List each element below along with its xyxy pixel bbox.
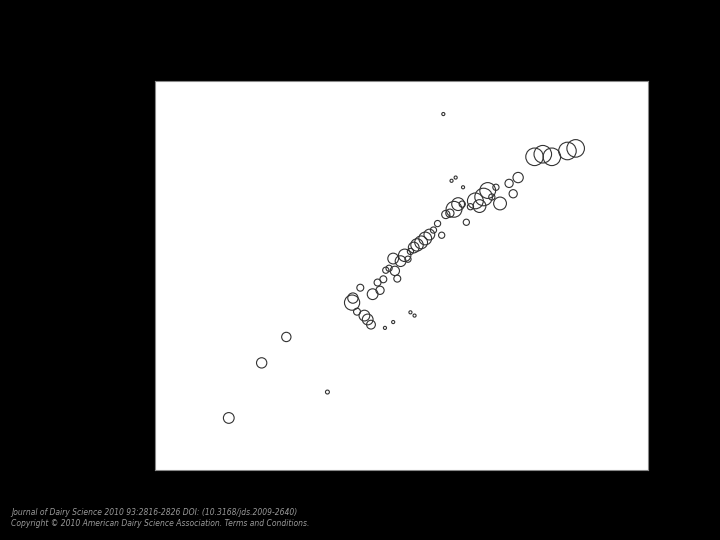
Point [374, 286, 386, 295]
Point [438, 110, 449, 118]
Point [482, 186, 493, 195]
Point [389, 267, 400, 275]
Text: Journal of Dairy Science 2010 93:2816-2826 DOI: (10.3168/jds.2009-2640): Journal of Dairy Science 2010 93:2816-28… [11, 508, 297, 517]
Point [408, 243, 420, 252]
Point [457, 183, 469, 192]
Point [387, 254, 399, 263]
Point [379, 323, 391, 332]
Point [461, 218, 472, 227]
Point [478, 193, 490, 201]
Point [513, 173, 524, 182]
Point [411, 241, 423, 249]
Point [395, 257, 406, 266]
Point [464, 202, 476, 211]
Point [281, 333, 292, 341]
Point [392, 274, 403, 283]
Point [347, 294, 359, 302]
Point [428, 226, 439, 234]
Point [367, 290, 379, 299]
Point [486, 193, 498, 201]
Point [546, 152, 557, 161]
Point [436, 231, 447, 240]
Point [377, 275, 389, 284]
Point [432, 219, 444, 228]
Point [256, 359, 267, 367]
Point [528, 152, 540, 161]
Point [490, 183, 502, 192]
Point [508, 190, 519, 198]
Point [456, 200, 468, 208]
Point [444, 209, 456, 218]
Point [570, 144, 582, 153]
Point [420, 234, 431, 243]
Point [359, 311, 370, 320]
Point [469, 197, 481, 205]
Point [365, 320, 377, 329]
Point [440, 210, 451, 219]
Point [322, 388, 333, 396]
Point [405, 247, 416, 256]
Point [362, 315, 374, 324]
Point [383, 264, 395, 273]
Y-axis label: Real breeding value/2: Real breeding value/2 [89, 207, 102, 344]
Point [405, 308, 416, 316]
Point [380, 266, 392, 274]
X-axis label: Predicted PTA: Predicted PTA [359, 497, 444, 510]
Point [450, 173, 462, 182]
Point [503, 179, 515, 188]
Text: Copyright © 2010 American Dairy Science Association. Terms and Conditions.: Copyright © 2010 American Dairy Science … [11, 519, 309, 529]
Point [474, 202, 485, 211]
Point [399, 251, 410, 260]
Point [372, 278, 383, 287]
Point [415, 238, 427, 247]
Text: Figure 6: Figure 6 [332, 14, 388, 28]
Point [423, 230, 435, 239]
Point [354, 284, 366, 292]
Point [494, 199, 505, 208]
Point [402, 255, 414, 264]
Point [223, 414, 235, 422]
Point [409, 311, 420, 320]
Point [351, 307, 363, 316]
Point [446, 177, 457, 185]
Point [387, 318, 399, 326]
Point [562, 147, 573, 156]
Point [452, 200, 464, 208]
Point [449, 205, 460, 214]
Point [537, 150, 549, 159]
Point [346, 298, 358, 307]
